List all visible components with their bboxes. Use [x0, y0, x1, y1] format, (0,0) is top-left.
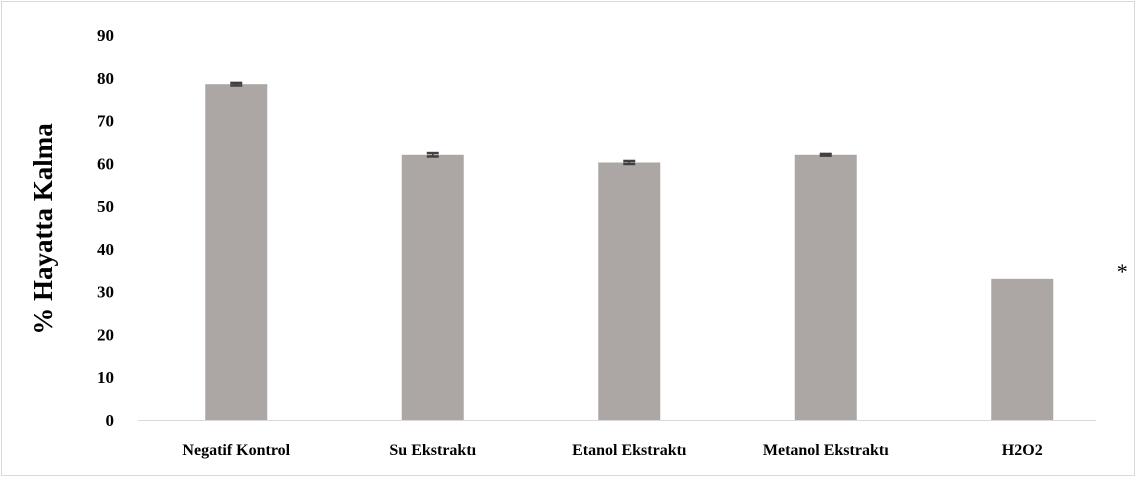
bar: [794, 154, 857, 420]
error-bars-group: [230, 81, 832, 166]
y-axis-ticks: 0 10 20 30 40 50 60 70 80 90: [97, 26, 114, 430]
bar: [401, 154, 464, 420]
x-tick-label: H2O2: [1002, 442, 1043, 459]
x-tick-label: Su Ekstraktı: [389, 442, 476, 459]
y-tick-label: 20: [97, 325, 114, 344]
x-tick-label: Metanol Ekstraktı: [763, 442, 889, 459]
y-tick-label: 10: [97, 368, 114, 387]
y-tick-label: 90: [97, 26, 114, 45]
bars-group: [205, 84, 1054, 420]
y-tick-label: 80: [97, 69, 114, 88]
annotations-group: *: [1117, 259, 1128, 284]
y-tick-label: 60: [97, 154, 114, 173]
y-tick-label: 30: [97, 283, 114, 302]
y-axis-label: % Hayatta Kalma: [28, 123, 58, 335]
significance-marker: *: [1117, 259, 1128, 284]
x-tick-label: Negatif Kontrol: [182, 442, 290, 459]
x-axis-labels: Negatif Kontrol Su Ekstraktı Etanol Ekstra…: [182, 442, 1042, 459]
bar: [205, 84, 268, 420]
x-tick-label: Etanol Ekstraktı: [572, 442, 687, 459]
y-tick-label: 70: [97, 112, 114, 131]
y-tick-label: 40: [97, 240, 114, 259]
y-tick-label: 0: [106, 411, 115, 430]
bar: [991, 278, 1054, 420]
y-tick-label: 50: [97, 197, 114, 216]
bar: [598, 162, 661, 420]
